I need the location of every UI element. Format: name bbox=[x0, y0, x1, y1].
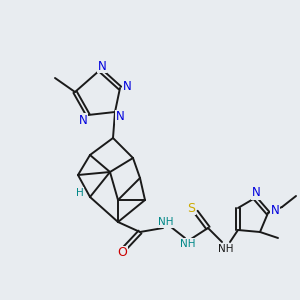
Text: N: N bbox=[79, 113, 87, 127]
Text: NH: NH bbox=[218, 244, 234, 254]
Text: N: N bbox=[98, 59, 106, 73]
Text: O: O bbox=[117, 247, 127, 260]
Text: NH: NH bbox=[180, 239, 196, 249]
Text: N: N bbox=[271, 203, 279, 217]
Text: N: N bbox=[252, 187, 260, 200]
Text: H: H bbox=[76, 188, 84, 198]
Text: S: S bbox=[187, 202, 195, 214]
Text: NH: NH bbox=[158, 217, 174, 227]
Text: N: N bbox=[116, 110, 124, 124]
Text: N: N bbox=[123, 80, 131, 94]
